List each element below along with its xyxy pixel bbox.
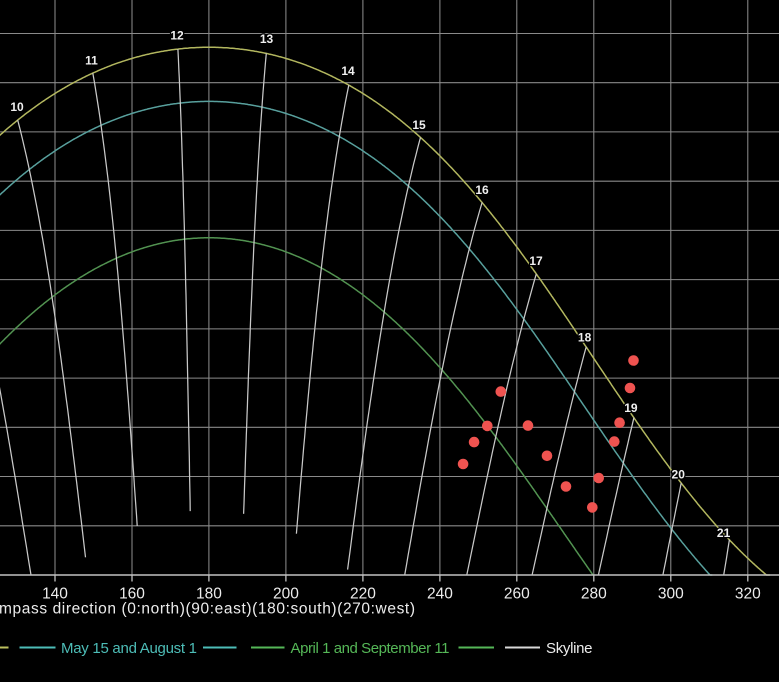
svg-text:200: 200	[273, 585, 299, 602]
svg-text:20: 20	[672, 468, 686, 482]
svg-text:15: 15	[412, 118, 426, 132]
svg-text:220: 220	[350, 585, 376, 602]
svg-text:Skyline: Skyline	[546, 640, 593, 657]
svg-text:260: 260	[504, 585, 530, 602]
svg-text:300: 300	[658, 585, 684, 602]
svg-text:13: 13	[260, 32, 274, 46]
svg-text:240: 240	[427, 585, 453, 602]
svg-text:May 15 and August 1: May 15 and August 1	[61, 640, 197, 657]
svg-text:April 1 and September 11: April 1 and September 11	[291, 640, 450, 657]
svg-text:10: 10	[10, 100, 24, 114]
svg-text:160: 160	[119, 585, 145, 602]
svg-text:320: 320	[735, 585, 761, 602]
svg-text:17: 17	[529, 254, 543, 268]
svg-text:11: 11	[85, 53, 98, 67]
svg-text:21: 21	[717, 526, 731, 540]
svg-text:19: 19	[624, 401, 638, 415]
svg-text:140: 140	[42, 585, 68, 602]
svg-text:180: 180	[196, 585, 222, 602]
svg-text:16: 16	[475, 183, 489, 197]
svg-text:mpass direction (0:north)(90:e: mpass direction (0:north)(90:east)(180:s…	[0, 601, 415, 618]
svg-text:14: 14	[341, 64, 355, 78]
svg-text:280: 280	[581, 585, 607, 602]
svg-text:18: 18	[578, 331, 592, 345]
svg-text:12: 12	[170, 29, 184, 43]
